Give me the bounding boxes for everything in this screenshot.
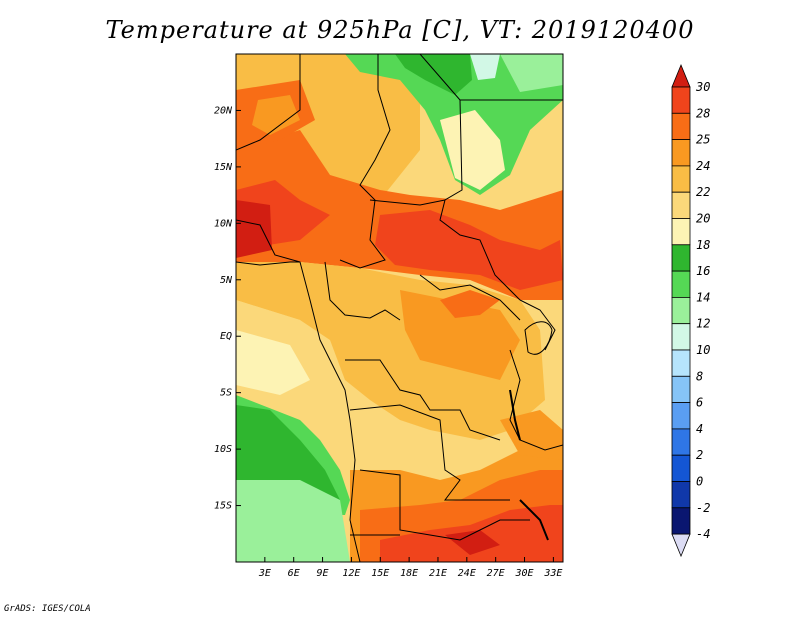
colorbar-swatch	[671, 481, 691, 509]
y-tick-label: 10S	[214, 444, 232, 455]
region-central-sahel-28-30	[375, 210, 563, 290]
coastline	[236, 261, 361, 562]
x-axis: 3E 6E 9E 12E 15E 18E 21E 24E 27E 30E 33E	[258, 557, 562, 579]
boundary-line	[419, 274, 521, 321]
colorbar-label: 0	[696, 475, 703, 489]
colorbar-swatch	[671, 270, 691, 298]
x-tick-label: 33E	[543, 568, 562, 579]
colorbar-label: 8	[696, 369, 703, 383]
colorbar-label: 30	[695, 80, 710, 94]
colorbar-swatch	[671, 191, 691, 219]
boundary-line	[509, 349, 563, 451]
region-north-18-20	[440, 110, 505, 190]
boundary-line	[236, 54, 301, 151]
colorbar-swatch	[671, 323, 691, 351]
colorbar-swatch	[671, 375, 691, 403]
x-tick-label: 12E	[342, 568, 360, 579]
region-southwest-12-14	[236, 480, 350, 562]
colorbar-label: 24	[696, 159, 710, 173]
colorbar-swatch	[671, 507, 691, 535]
colorbar-label: 28	[696, 106, 710, 120]
x-tick-label: 30E	[514, 568, 533, 579]
colorbar-swatch	[671, 454, 691, 482]
region-congo-24-25	[400, 290, 520, 380]
chart-title: Temperature at 925hPa [C], VT: 201912040…	[105, 16, 695, 44]
boundary-line	[359, 469, 530, 541]
colorbar-swatch	[671, 112, 691, 141]
boundary-line	[324, 261, 401, 321]
y-tick-label: EQ	[220, 331, 232, 342]
political-boundaries	[236, 54, 563, 562]
region-gulf-18-20	[236, 330, 310, 395]
colorbar-label: 2	[696, 448, 703, 462]
colorbar-label: 25	[696, 133, 710, 147]
y-tick-label: 15N	[214, 162, 233, 173]
region-congo-25-28	[440, 290, 500, 318]
colorbar-swatch	[671, 296, 691, 325]
x-tick-label: 18E	[400, 568, 418, 579]
y-tick-label: 5S	[220, 388, 232, 399]
lake-tanganyika	[509, 389, 521, 441]
y-tick-label: 10N	[214, 218, 233, 229]
colorbar-label: 18	[696, 238, 710, 252]
colorbar-bottom-triangle	[671, 533, 691, 558]
colorbar-label: 14	[696, 290, 710, 304]
x-tick-label: 6E	[288, 568, 300, 579]
colorbar-label: 16	[696, 264, 710, 278]
colorbar-top-triangle	[671, 63, 691, 88]
colorbar-label: -2	[696, 501, 710, 515]
colorbar-swatch	[671, 218, 691, 246]
boundary-line	[236, 219, 301, 263]
colorbar-label: 22	[696, 185, 710, 199]
y-tick-label: 20N	[214, 105, 233, 116]
region-coast-30	[236, 200, 272, 258]
region-north-cool-12-14	[470, 54, 500, 80]
colorbar-label: 10	[696, 343, 710, 357]
x-tick-label: 15E	[371, 568, 389, 579]
region-north-12-14-b	[500, 54, 563, 92]
colorbar-label: 6	[696, 396, 703, 410]
region-south-30	[445, 530, 500, 555]
boundary-line	[419, 54, 521, 301]
colorbar-swatch	[671, 165, 691, 193]
lake-victoria	[524, 321, 553, 355]
grads-credit: GrADS: IGES/COLA	[4, 604, 91, 614]
x-tick-label: 3E	[258, 568, 271, 579]
region-benguela-16-18	[236, 405, 340, 500]
x-tick-label: 27E	[487, 568, 505, 579]
x-tick-label: 21E	[429, 568, 447, 579]
boundary-line	[369, 199, 446, 206]
colorbar-swatch	[671, 428, 691, 456]
colorbar-swatch	[671, 86, 691, 114]
colorbar-swatch	[671, 139, 691, 167]
colorbar-label: 4	[696, 422, 703, 436]
y-axis: 20N 15N 10N 5N EQ 5S 10S 15S	[214, 105, 241, 512]
map-frame	[235, 53, 564, 563]
boundary-line	[349, 404, 510, 501]
colorbar-swatch	[671, 402, 691, 430]
x-tick-label: 9E	[317, 568, 329, 579]
region-northwest-24-25	[252, 95, 300, 135]
lake-malawi	[519, 499, 549, 541]
boundary-line	[339, 54, 391, 269]
y-tick-label: 5N	[220, 275, 233, 286]
y-tick-label: 15S	[214, 501, 232, 512]
boundary-line	[345, 359, 501, 441]
colorbar-label: 12	[696, 317, 710, 331]
region-north-cool-16-18	[395, 54, 472, 95]
colorbar-label: -4	[696, 527, 710, 541]
x-tick-label: 24E	[458, 568, 476, 579]
colorbar-label: 20	[696, 212, 710, 226]
colorbar-swatch	[671, 244, 691, 272]
colorbar-swatch	[671, 349, 691, 377]
